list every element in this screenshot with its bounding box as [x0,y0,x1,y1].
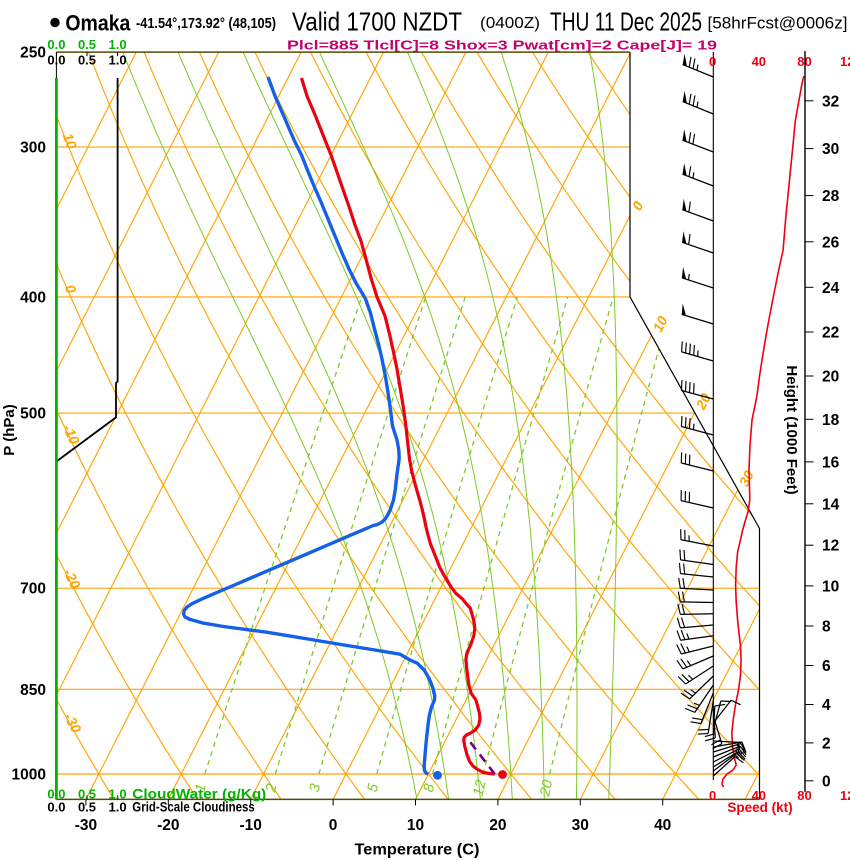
svg-text:0.5: 0.5 [78,787,96,802]
svg-text:CloudWater (g/Kg): CloudWater (g/Kg) [132,787,266,802]
svg-text:0: 0 [709,788,716,803]
svg-text:10: 10 [822,578,839,595]
svg-text:1.0: 1.0 [109,800,127,815]
svg-text:Speed (kt): Speed (kt) [727,800,792,815]
svg-text:20: 20 [822,369,839,386]
svg-text:40: 40 [654,817,671,834]
svg-text:18: 18 [822,412,840,429]
svg-text:0.5: 0.5 [78,37,96,52]
svg-text:Omaka: Omaka [65,11,131,36]
svg-text:24: 24 [822,280,840,297]
svg-text:300: 300 [20,140,46,157]
svg-text:700: 700 [20,581,46,598]
svg-text:THU 11 Dec 2025: THU 11 Dec 2025 [550,7,702,37]
svg-text:400: 400 [20,289,46,306]
svg-text:4: 4 [822,697,831,714]
svg-text:22: 22 [822,325,839,342]
svg-text:20: 20 [489,817,506,834]
svg-text:40: 40 [752,54,766,69]
svg-text:1.0: 1.0 [109,53,127,68]
svg-text:16: 16 [822,454,840,471]
svg-text:28: 28 [822,188,840,205]
svg-text:850: 850 [20,682,46,699]
svg-text:120: 120 [840,54,850,69]
svg-text:-10: -10 [239,817,261,834]
svg-text:10: 10 [407,817,424,834]
svg-text:1.0: 1.0 [109,37,127,52]
svg-text:10: 10 [649,313,670,334]
svg-text:0.0: 0.0 [47,37,65,52]
svg-text:8: 8 [421,782,438,793]
svg-text:Valid 1700 NZDT: Valid 1700 NZDT [292,7,462,37]
svg-text:0.0: 0.0 [47,800,65,815]
svg-text:2: 2 [263,782,281,794]
svg-text:0: 0 [329,817,338,834]
svg-text:Plcl=885 Tlcl[C]=8 Shox=3 Pwat: Plcl=885 Tlcl[C]=8 Shox=3 Pwat[cm]=2 Cap… [287,39,717,53]
svg-text:-30: -30 [75,817,97,834]
svg-text:12: 12 [471,778,490,797]
svg-text:12: 12 [822,538,839,555]
svg-text:-20: -20 [157,817,179,834]
svg-text:1.0: 1.0 [109,787,127,802]
svg-text:3: 3 [307,782,324,793]
svg-text:0.5: 0.5 [78,53,96,68]
svg-text:26: 26 [822,234,840,251]
svg-text:14: 14 [822,496,840,513]
svg-text:120: 120 [840,788,850,803]
svg-text:-10: -10 [60,422,83,447]
svg-text:[58hrFcst@0006z]: [58hrFcst@0006z] [708,14,848,33]
svg-text:32: 32 [822,93,839,110]
svg-text:40: 40 [752,788,766,803]
svg-text:Height (1000 Feet): Height (1000 Feet) [783,365,800,494]
svg-text:1000: 1000 [12,767,46,784]
svg-text:0.5: 0.5 [78,800,96,815]
svg-text:2: 2 [822,735,831,752]
svg-text:Grid-Scale Cloudiness: Grid-Scale Cloudiness [132,800,255,815]
svg-text:1: 1 [193,782,210,793]
svg-text:30: 30 [822,141,839,158]
svg-text:0.0: 0.0 [47,53,65,68]
svg-text:0.0: 0.0 [47,787,65,802]
svg-text:80: 80 [797,788,811,803]
svg-text:10: 10 [60,131,81,151]
svg-text:-41.54°,173.92° (48,105): -41.54°,173.92° (48,105) [136,15,276,32]
svg-text:30: 30 [572,817,589,834]
svg-text:(0400Z): (0400Z) [480,15,540,32]
svg-text:250: 250 [20,45,46,62]
svg-text:0: 0 [709,54,716,69]
svg-text:20: 20 [537,778,556,798]
svg-text:8: 8 [822,619,831,636]
svg-text:6: 6 [822,658,831,675]
svg-text:20: 20 [692,390,714,412]
svg-text:0: 0 [822,773,831,790]
svg-text:30: 30 [736,468,757,489]
svg-text:P (hPa): P (hPa) [1,404,18,455]
svg-text:Temperature (C): Temperature (C) [355,842,480,859]
svg-text:500: 500 [20,406,46,423]
